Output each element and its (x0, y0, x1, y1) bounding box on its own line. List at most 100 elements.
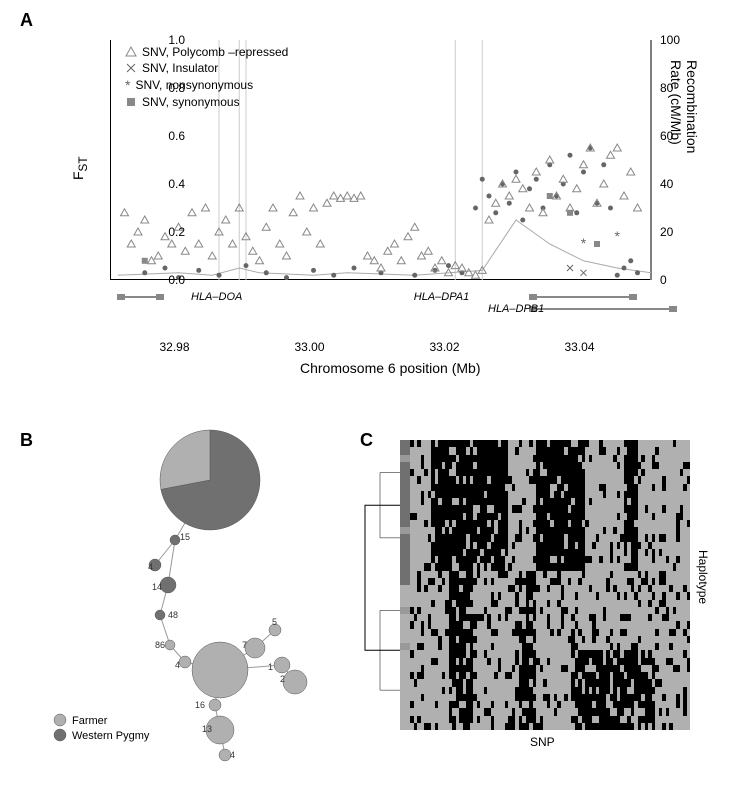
sidebar-seg (400, 520, 410, 527)
sidebar-seg (400, 571, 410, 578)
xtick: 33.00 (295, 340, 325, 354)
heatmap-row (410, 520, 690, 527)
sidebar-seg (400, 701, 410, 708)
heatmap-cell (687, 643, 691, 650)
sidebar-seg (400, 542, 410, 549)
ytick-left: 0.6 (145, 129, 185, 143)
heatmap-row (410, 716, 690, 723)
heatmap-cell (687, 440, 691, 447)
sidebar-seg (400, 549, 410, 556)
heatmap-cell (687, 636, 691, 643)
svg-text:13: 13 (202, 724, 212, 734)
svg-text:14: 14 (152, 582, 162, 592)
heatmap-cell (687, 476, 691, 483)
sidebar-seg (400, 592, 410, 599)
heatmap-row (410, 447, 690, 454)
sidebar-seg (400, 716, 410, 723)
xtick: 32.98 (160, 340, 190, 354)
heatmap-row (410, 491, 690, 498)
gene-name: HLA–DPB1 (488, 303, 544, 315)
heatmap-row (410, 643, 690, 650)
heatmap-cell (687, 520, 691, 527)
heatmap-row (410, 549, 690, 556)
sidebar-seg (400, 476, 410, 483)
heatmap-row (410, 578, 690, 585)
sidebar-seg (400, 498, 410, 505)
sidebar-seg (400, 600, 410, 607)
ytick-right: 0 (660, 273, 667, 287)
heatmap-row (410, 455, 690, 462)
svg-text:4: 4 (148, 562, 153, 572)
heatmap-row (410, 505, 690, 512)
svg-text:*: * (615, 228, 621, 244)
heatmap-cell (687, 629, 691, 636)
heatmap-cell (687, 701, 691, 708)
snp-label: SNP (530, 735, 555, 749)
sidebar-seg (400, 614, 410, 621)
heatmap-row (410, 527, 690, 534)
legend-a: SNV, Polycomb –repressedSNV, Insulator*S… (125, 45, 288, 111)
sidebar-seg (400, 643, 410, 650)
heatmap-cell (687, 665, 691, 672)
sidebar-seg (400, 513, 410, 520)
heatmap-cell (687, 447, 691, 454)
gene-name: HLA–DOA (191, 291, 242, 303)
sidebar-seg (400, 469, 410, 476)
heatmap-row (410, 556, 690, 563)
heatmap-row (410, 571, 690, 578)
sidebar-seg (400, 665, 410, 672)
svg-text:48: 48 (168, 610, 178, 620)
heatmap-cell (687, 578, 691, 585)
sidebar-seg (400, 585, 410, 592)
heatmap-cell (687, 462, 691, 469)
legend-item: SNV, synonymous (125, 95, 288, 109)
heatmap-row (410, 600, 690, 607)
fst-text: F (70, 171, 86, 180)
heatmap-cell (687, 549, 691, 556)
heatmap-row (410, 629, 690, 636)
gene-exon (529, 294, 537, 300)
heatmap-row (410, 585, 690, 592)
legend-item: SNV, Insulator (125, 61, 288, 75)
sidebar-seg (400, 491, 410, 498)
sidebar-seg (400, 629, 410, 636)
sidebar-seg (400, 723, 410, 730)
sidebar-seg (400, 650, 410, 657)
gene-line (529, 308, 678, 310)
svg-text:5: 5 (272, 617, 277, 627)
heatmap-row (410, 592, 690, 599)
heatmap-cell (687, 571, 691, 578)
heatmap-row (410, 563, 690, 570)
sidebar-seg (400, 607, 410, 614)
svg-text:4: 4 (230, 750, 235, 760)
heatmap-cell (687, 621, 691, 628)
svg-text:1: 1 (268, 662, 273, 672)
heatmap-cell (687, 534, 691, 541)
heatmap-row (410, 679, 690, 686)
sidebar-seg (400, 462, 410, 469)
sidebar-seg (400, 563, 410, 570)
sidebar-seg (400, 658, 410, 665)
heatmap-row (410, 672, 690, 679)
ytick-right: 100 (660, 33, 680, 47)
heatmap-row (410, 534, 690, 541)
gene-name: HLA–DPA1 (414, 291, 469, 303)
sidebar-seg (400, 484, 410, 491)
heatmap-cell (687, 614, 691, 621)
ytick-left: 0.4 (145, 177, 185, 191)
sidebar-seg (400, 687, 410, 694)
haplotype-network: 1541448864751216134FarmerWestern Pygmy (20, 430, 360, 770)
sidebar-seg (400, 679, 410, 686)
gene-track: HLA–DOA HLA–DPA1 HLA–DPB1 (110, 288, 650, 328)
svg-text:Western Pygmy: Western Pygmy (72, 730, 150, 742)
svg-text:4: 4 (175, 660, 180, 670)
svg-text:2: 2 (280, 674, 285, 684)
svg-text:86: 86 (155, 640, 165, 650)
heatmap-row (410, 542, 690, 549)
gene-exon (156, 294, 164, 300)
sidebar-seg (400, 534, 410, 541)
xtick: 33.04 (565, 340, 595, 354)
heatmap-row (410, 650, 690, 657)
ytick-right: 40 (660, 177, 673, 191)
fst-sub: ST (77, 157, 90, 172)
